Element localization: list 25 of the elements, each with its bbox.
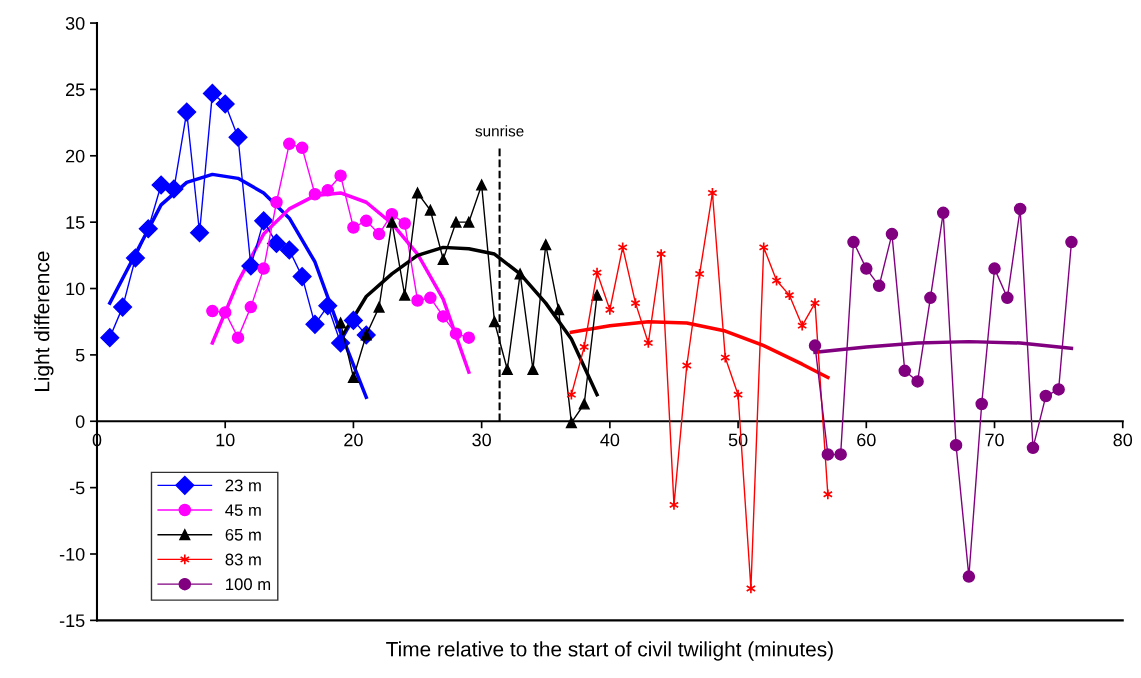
y-tick-label: 0 — [75, 415, 85, 428]
y-tick-label: 20 — [66, 149, 85, 163]
y-axis-title: Light difference — [34, 251, 54, 392]
y-tick-label: -15 — [59, 614, 85, 628]
x-tick-label: 80 — [1113, 433, 1133, 447]
y-tick-label: 30 — [65, 16, 85, 30]
y-tick-label: -5 — [69, 481, 85, 495]
legend-label: 45 m — [225, 504, 261, 517]
y-tick-label: 25 — [66, 83, 85, 97]
legend-label: 23 m — [225, 479, 261, 492]
x-tick-label: 60 — [857, 433, 876, 447]
y-tick-label: 5 — [75, 349, 85, 362]
y-tick-label: -10 — [59, 547, 85, 561]
y-tick-label: 15 — [66, 216, 85, 229]
x-tick-label: 10 — [216, 433, 235, 447]
x-tick-label: 40 — [600, 433, 620, 447]
x-tick-label: 20 — [344, 433, 363, 447]
legend-label: 100 m — [226, 578, 271, 591]
legend-label: 65 m — [225, 528, 261, 541]
x-axis-title: Time relative to the start of civil twilight (minutes) — [386, 641, 833, 661]
ref-line-label: sunrise — [475, 125, 524, 137]
legend-label: 83 m — [225, 553, 261, 566]
x-tick-label: 30 — [472, 433, 491, 447]
y-tick-label: 10 — [66, 282, 85, 296]
x-tick-label: 70 — [985, 433, 1004, 447]
